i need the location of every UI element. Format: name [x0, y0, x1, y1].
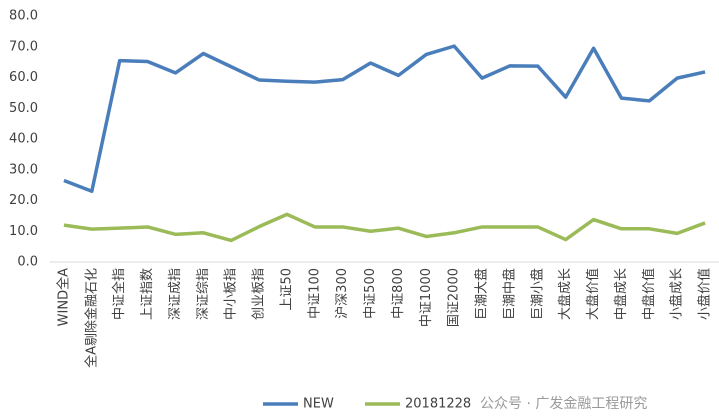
x-tick-label: 全A剔除金融石化	[83, 268, 99, 368]
y-tick-label: 10.0	[9, 224, 38, 239]
x-tick-label: 巨潮大盘	[474, 268, 490, 320]
x-tick-label: WIND全A	[55, 268, 71, 326]
x-tick-label: 中盘成长	[613, 268, 629, 320]
x-tick-label: 巨潮小盘	[529, 268, 545, 320]
x-tick-label: 上证50	[279, 268, 294, 311]
y-tick-label: 30.0	[9, 162, 38, 177]
x-tick-label: 深证综指	[196, 268, 211, 320]
x-tick-label: 中证1000	[419, 268, 434, 327]
y-tick-label: 60.0	[9, 70, 38, 85]
x-tick-label: 大盘价值	[585, 268, 601, 320]
y-tick-label: 40.0	[9, 132, 38, 147]
y-tick-label: 50.0	[9, 101, 38, 116]
x-tick-label: 创业板指	[252, 268, 267, 320]
x-tick-label: 中证100	[307, 268, 322, 319]
legend-label: NEW	[303, 397, 334, 412]
x-tick-label: 中小板指	[224, 268, 239, 320]
x-tick-label: 小盘成长	[669, 268, 685, 320]
watermark: 公众号 · 广发金融工程研究	[480, 396, 647, 412]
legend-label: 20181228	[405, 397, 471, 412]
x-tick-label: 小盘价值	[697, 268, 713, 320]
x-tick-label: 中盘价值	[641, 268, 657, 320]
y-tick-label: 20.0	[9, 193, 38, 208]
x-tick-label: 中证800	[391, 268, 406, 319]
y-tick-label: 0.0	[17, 255, 38, 270]
y-tick-label: 70.0	[9, 39, 38, 54]
x-tick-label: 中证全指	[111, 268, 127, 320]
y-tick-label: 80.0	[9, 9, 38, 24]
x-tick-label: 巨潮中盘	[501, 268, 517, 320]
x-tick-label: 深证成指	[168, 268, 183, 320]
x-tick-label: 国证2000	[447, 268, 462, 327]
x-tick-label: 大盘成长	[557, 268, 573, 320]
series-line	[63, 44, 706, 194]
x-tick-label: 中证500	[363, 268, 378, 319]
series-line	[63, 212, 706, 243]
x-tick-label: 上证指数	[140, 268, 155, 320]
x-tick-label: 沪深300	[334, 268, 350, 319]
